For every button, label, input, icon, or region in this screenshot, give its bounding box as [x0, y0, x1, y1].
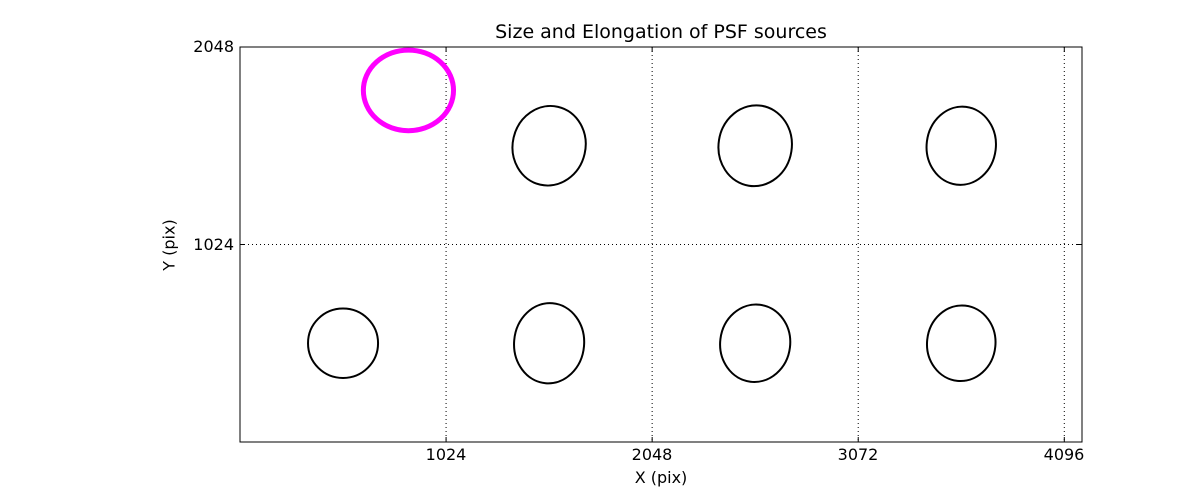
- y-tick-label: 2048: [193, 37, 234, 56]
- psf-ellipse: [511, 104, 587, 187]
- psf-ellipse: [926, 304, 997, 383]
- x-tick-label: 4096: [1043, 445, 1085, 464]
- x-tick-label: 1024: [425, 445, 467, 464]
- axes-frame: [239, 46, 1083, 443]
- y-tick-label: 1024: [193, 235, 234, 254]
- psf-ellipse: [307, 307, 380, 379]
- psf-ellipse: [717, 104, 793, 188]
- x-axis-label: X (pix): [634, 468, 688, 487]
- x-tick-label: 3072: [837, 445, 879, 464]
- psf-ellipse: [719, 303, 792, 383]
- highlighted-psf-ellipse: [360, 47, 457, 134]
- psf-ellipse: [513, 302, 586, 385]
- y-axis-label: Y (pix): [159, 219, 179, 271]
- psf-ellipse: [925, 105, 997, 186]
- chart-title: Size and Elongation of PSF sources: [495, 21, 827, 43]
- x-tick-label: 2048: [631, 445, 673, 464]
